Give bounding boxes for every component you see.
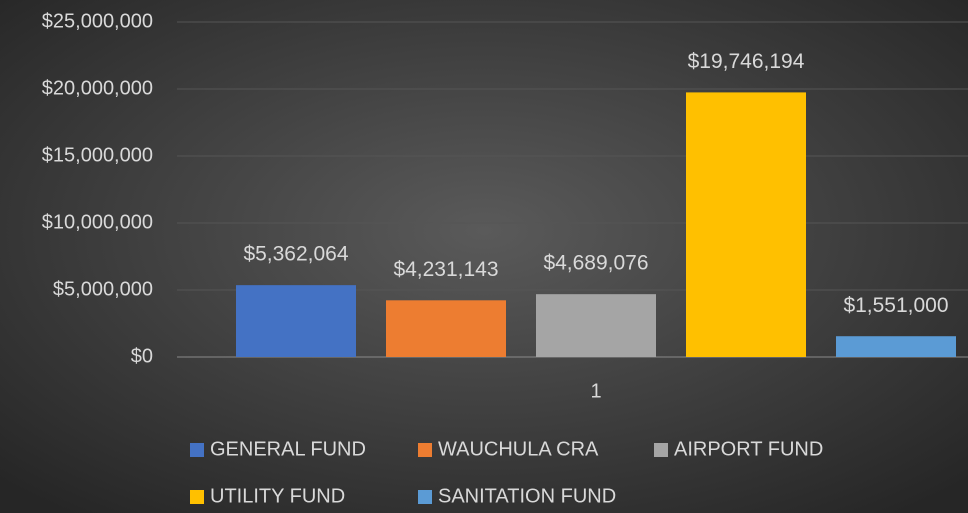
y-tick-label: $5,000,000 [53,278,153,300]
bar [536,294,656,357]
data-label: $1,551,000 [843,294,948,317]
x-tick-label: 1 [590,380,601,402]
bar [686,92,806,357]
legend-label: WAUCHULA CRA [438,438,599,460]
legend-label: AIRPORT FUND [674,438,823,460]
y-tick-label: $25,000,000 [42,10,153,32]
y-tick-label: $0 [131,345,153,367]
legend-label: GENERAL FUND [210,438,366,460]
legend-swatch [654,443,668,457]
data-label: $4,689,076 [543,252,648,275]
y-tick-label: $15,000,000 [42,144,153,166]
y-tick-label: $20,000,000 [42,77,153,99]
bar [836,336,956,357]
legend-swatch [190,443,204,457]
data-label: $19,746,194 [688,50,805,73]
bar [236,285,356,357]
data-label: $5,362,064 [243,243,348,266]
legend-label: SANITATION FUND [438,485,616,507]
legend-swatch [418,490,432,504]
y-tick-label: $10,000,000 [42,211,153,233]
bar [386,300,506,357]
legend-swatch [190,490,204,504]
legend-label: UTILITY FUND [210,485,345,507]
data-label: $4,231,143 [393,258,498,281]
legend-swatch [418,443,432,457]
